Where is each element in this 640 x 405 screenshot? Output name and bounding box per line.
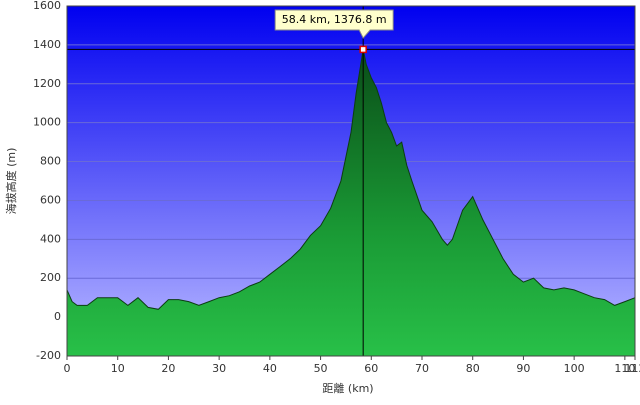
y-axis-label: 海拔高度 (m) <box>4 148 18 215</box>
x-tick-label: 60 <box>364 362 378 375</box>
x-tick-label: 112 <box>625 362 640 375</box>
y-tick-label: 1400 <box>33 38 61 51</box>
y-tick-label: 0 <box>54 310 61 323</box>
x-axis-label: 距離 (km) <box>322 381 373 395</box>
x-tick-label: 70 <box>415 362 429 375</box>
y-tick-label: 800 <box>40 155 61 168</box>
y-tick-label: -200 <box>36 349 61 362</box>
y-tick-label: 200 <box>40 271 61 284</box>
x-tick-label: 30 <box>212 362 226 375</box>
highlight-point <box>360 46 366 52</box>
x-tick-label: 40 <box>263 362 277 375</box>
y-tick-label: 1000 <box>33 116 61 129</box>
x-tick-label: 0 <box>64 362 71 375</box>
x-tick-label: 90 <box>516 362 530 375</box>
x-tick-label: 10 <box>111 362 125 375</box>
y-tick-label: 600 <box>40 193 61 206</box>
y-tick-label: 1200 <box>33 77 61 90</box>
y-tick-label: 1600 <box>33 0 61 12</box>
y-tick-label: 400 <box>40 232 61 245</box>
x-tick-label: 80 <box>466 362 480 375</box>
x-tick-label: 20 <box>161 362 175 375</box>
tooltip-text: 58.4 km, 1376.8 m <box>282 13 387 26</box>
x-tick-label: 50 <box>314 362 328 375</box>
x-tick-label: 100 <box>564 362 585 375</box>
